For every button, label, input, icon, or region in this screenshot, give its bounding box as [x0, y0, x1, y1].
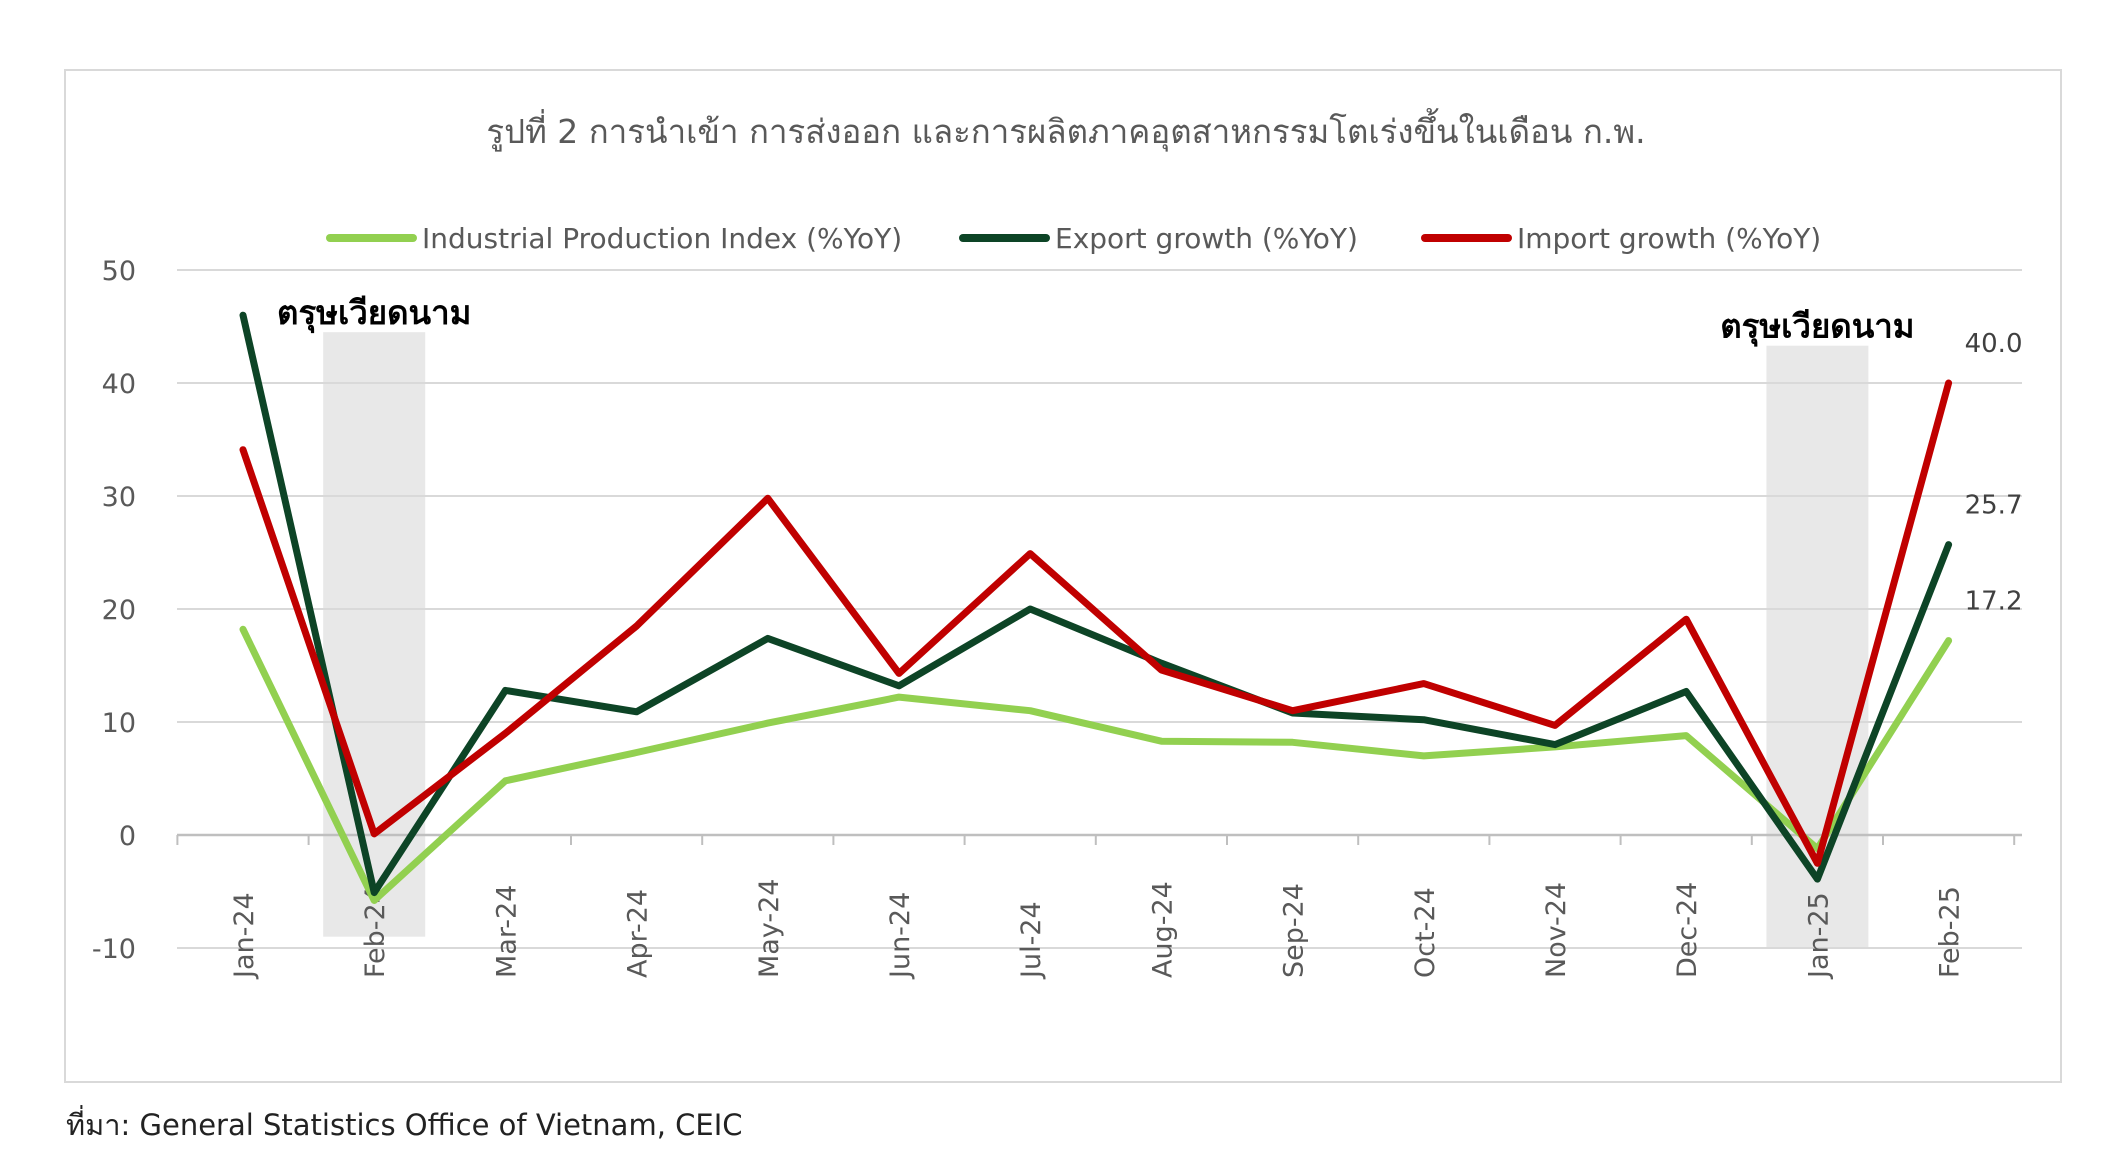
x-tick-label: Mar-24 — [491, 885, 522, 978]
x-tick-label: May-24 — [754, 879, 785, 978]
y-tick-label: 30 — [102, 482, 136, 513]
x-tick-label: Aug-24 — [1147, 881, 1178, 978]
chart-title: รูปที่ 2 การนำเข้า การส่งออก และการผลิตภ… — [486, 108, 1645, 152]
series-line-1 — [239, 625, 1953, 904]
gridlines — [177, 269, 2022, 949]
holiday-shade-1 — [323, 332, 426, 937]
source-note: ที่มา: General Statistics Office of Viet… — [66, 1108, 743, 1142]
x-tick-label: Jun-24 — [885, 892, 916, 980]
x-tick-label: Jan-24 — [229, 892, 260, 980]
data-label: 40.0 — [1965, 329, 2023, 359]
annotation-label-1: ตรุษเวียดนาม — [277, 293, 471, 334]
x-tick-label: Jan-25 — [1803, 892, 1834, 980]
x-tick-label: Jul-24 — [1016, 901, 1047, 980]
annotation-label-2: ตรุษเวียดนาม — [1720, 307, 1914, 348]
labels: 17.2 25.7 40.0 ตรุษเวียดนาม ตรุษเวียดนาม — [277, 293, 2022, 616]
holiday-shading — [323, 332, 1869, 949]
x-tick-label: Oct-24 — [1410, 887, 1441, 978]
data-label: 17.2 — [1965, 587, 2023, 617]
series-line-3 — [239, 379, 1953, 867]
y-tick-label: 20 — [102, 595, 136, 626]
legend-label-3: Import growth (%YoY) — [1517, 222, 1821, 255]
y-tick-label: -10 — [92, 934, 136, 965]
x-tick-label: Dec-24 — [1672, 882, 1703, 978]
y-tick-label: 40 — [102, 369, 136, 400]
data-label: 25.7 — [1965, 491, 2023, 521]
x-tick-label: Feb-25 — [1935, 886, 1966, 978]
x-tick-label: Sep-24 — [1279, 883, 1310, 978]
x-tick-label: Apr-24 — [623, 889, 654, 978]
y-tick-label: 50 — [102, 256, 136, 287]
legend-label-1: Industrial Production Index (%YoY) — [422, 222, 902, 255]
series-lines — [239, 311, 1953, 904]
x-tick-label: Nov-24 — [1541, 882, 1572, 978]
series-line-2 — [239, 311, 1953, 897]
y-tick-label: 0 — [119, 821, 136, 852]
y-tick-label: 10 — [102, 708, 136, 739]
legend: Industrial Production Index (%YoY) Export… — [326, 222, 1821, 255]
legend-label-2: Export growth (%YoY) — [1055, 222, 1358, 255]
